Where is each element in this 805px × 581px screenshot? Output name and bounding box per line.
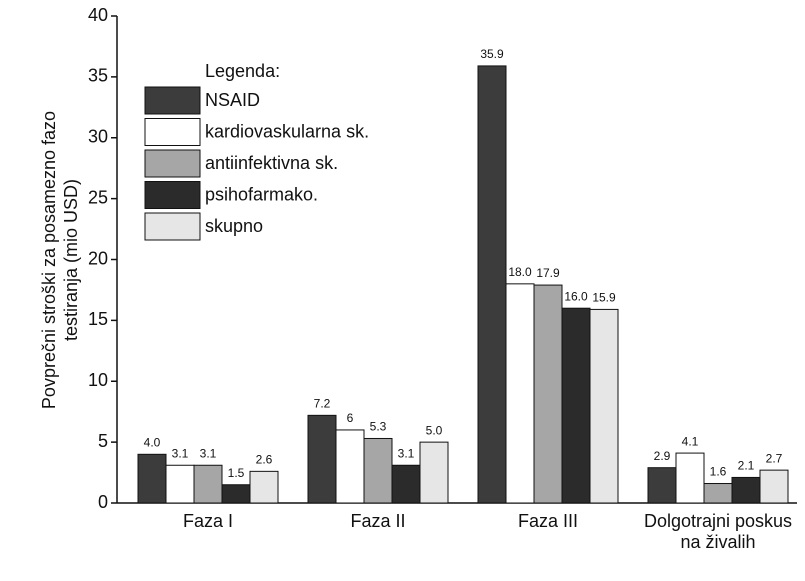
x-tick-label: Dolgotrajni poskus na živalih bbox=[643, 511, 793, 552]
legend-label: skupno bbox=[205, 216, 263, 236]
bar bbox=[335, 429, 365, 504]
bar bbox=[419, 441, 449, 504]
value-label: 3.1 bbox=[398, 446, 415, 460]
bar bbox=[533, 284, 563, 504]
bar bbox=[703, 483, 733, 504]
bar bbox=[589, 308, 619, 504]
legend-title: Legenda: bbox=[205, 61, 280, 81]
legend-swatch bbox=[144, 212, 201, 241]
x-tick-label: Faza III bbox=[517, 511, 579, 531]
bar bbox=[137, 453, 167, 504]
y-tick-label: 35 bbox=[88, 66, 108, 86]
bar bbox=[249, 470, 279, 504]
y-tick-label: 30 bbox=[88, 127, 108, 147]
bar bbox=[561, 307, 591, 504]
value-label: 17.9 bbox=[536, 266, 560, 280]
y-tick-label: 5 bbox=[98, 431, 108, 451]
value-label: 2.7 bbox=[766, 451, 783, 465]
value-label: 6 bbox=[347, 411, 354, 425]
y-tick-label: 0 bbox=[98, 492, 108, 512]
bar bbox=[647, 467, 677, 504]
bar bbox=[165, 464, 195, 504]
value-label: 5.3 bbox=[370, 420, 387, 434]
bar bbox=[759, 469, 789, 504]
y-tick-label: 20 bbox=[88, 248, 108, 268]
x-tick-label: Faza II bbox=[350, 511, 406, 531]
bar bbox=[505, 283, 535, 504]
value-label: 18.0 bbox=[508, 265, 532, 279]
value-label: 4.0 bbox=[144, 435, 161, 449]
value-label: 35.9 bbox=[480, 47, 504, 61]
x-tick-label: Faza I bbox=[182, 511, 234, 531]
legend-swatch bbox=[144, 181, 201, 209]
legend-swatch bbox=[144, 86, 201, 115]
legend-label: antiinfektivna sk. bbox=[205, 153, 338, 173]
y-axis-label: Povprečni stroški za posamezno fazo test… bbox=[39, 110, 81, 410]
bar bbox=[477, 65, 507, 504]
value-label: 2.9 bbox=[654, 449, 671, 463]
legend-label: psihofarmako. bbox=[205, 184, 318, 204]
y-tick-label: 15 bbox=[88, 309, 108, 329]
y-tick-label: 10 bbox=[88, 370, 108, 390]
legend-label: NSAID bbox=[205, 90, 260, 110]
value-label: 16.0 bbox=[564, 289, 588, 303]
value-label: 15.9 bbox=[592, 291, 616, 305]
y-tick-label: 40 bbox=[88, 5, 108, 25]
legend-swatch bbox=[144, 149, 201, 178]
bar bbox=[307, 414, 337, 504]
value-label: 7.2 bbox=[314, 397, 331, 411]
value-label: 1.5 bbox=[228, 466, 245, 480]
bar bbox=[675, 452, 705, 504]
bar bbox=[221, 484, 251, 504]
bar bbox=[193, 464, 223, 504]
y-tick-label: 25 bbox=[88, 187, 108, 207]
value-label: 5.0 bbox=[426, 423, 443, 437]
value-label: 4.1 bbox=[682, 434, 699, 448]
value-label: 3.1 bbox=[172, 446, 189, 460]
value-label: 2.1 bbox=[738, 459, 755, 473]
bar bbox=[363, 437, 393, 504]
value-label: 2.6 bbox=[256, 453, 273, 467]
legend-swatch bbox=[144, 118, 201, 146]
value-label: 1.6 bbox=[710, 465, 727, 479]
bar bbox=[731, 476, 761, 504]
bar bbox=[391, 464, 421, 504]
value-label: 3.1 bbox=[200, 446, 217, 460]
legend-label: kardiovaskularna sk. bbox=[205, 121, 369, 141]
